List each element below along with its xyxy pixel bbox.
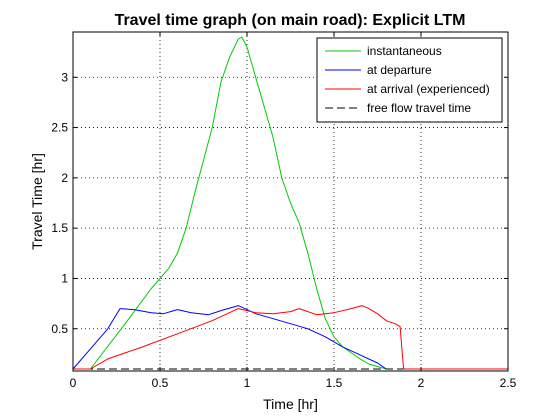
legend: instantaneous at departure at arrival (exp… [316,37,503,123]
tick-layer: 0 0.5 1 1.5 2 2.5 0.5 1 1.5 2 2.5 3 [51,32,517,390]
plot-area-frame [72,31,509,372]
y-tick-label: 3 [61,70,68,84]
legend-label-instantaneous: instantaneous [367,44,442,58]
x-tick-label: 0.5 [152,376,169,390]
x-tick-label: 2 [418,376,425,390]
y-tick-label: 1.5 [51,221,68,235]
series-line-at-departure [72,305,387,370]
series-line-at-arrival-experienced [73,305,508,370]
legend-label-free-flow-travel-time: free flow travel time [367,101,471,115]
series-layer [72,36,508,370]
legend-label-at-departure: at departure [367,63,432,77]
y-tick-label: 1 [61,271,68,285]
y-tick-label: 2 [61,171,68,185]
x-axis-title: Time [hr] [263,396,318,412]
chart-title: Travel time graph (on main road): Explic… [115,12,466,29]
x-tick-label: 2.5 [500,376,517,390]
y-tick-label: 0.5 [51,322,68,336]
y-axis-title: Travel Time [hr] [29,153,45,250]
x-tick-label: 0 [70,376,77,390]
x-tick-label: 1 [244,376,251,390]
x-tick-label: 1.5 [326,376,343,390]
legend-box [316,37,503,123]
series-line-instantaneous [90,36,387,370]
legend-label-at-arrival-experienced: at arrival (experienced) [367,82,490,96]
y-tick-label: 2.5 [51,121,68,135]
